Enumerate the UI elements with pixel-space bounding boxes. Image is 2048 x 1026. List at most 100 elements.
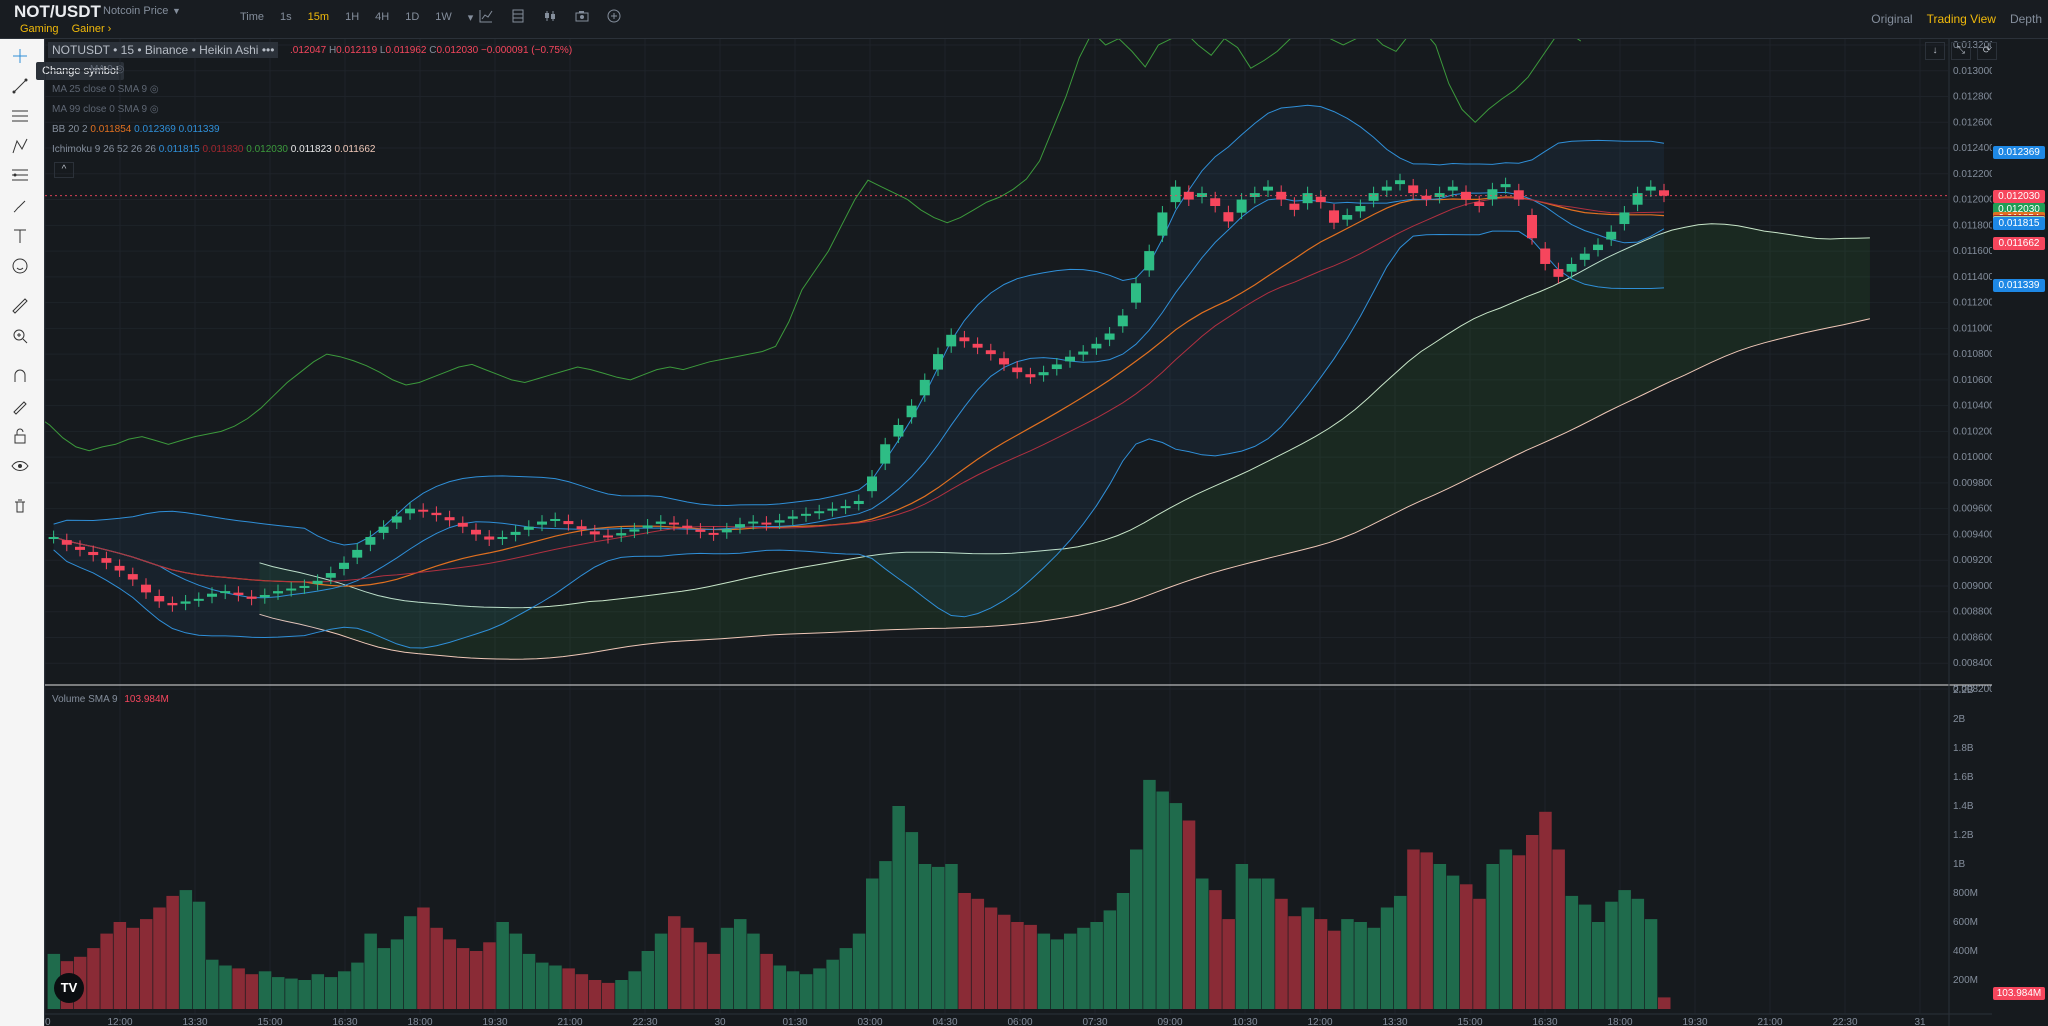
volume-bar — [905, 832, 919, 1009]
candle-body — [431, 512, 442, 516]
interval-1h[interactable]: 1H — [345, 11, 360, 23]
view-depth[interactable]: Depth — [2009, 12, 2042, 26]
time-tick-label: 07:30 — [1082, 1017, 1107, 1026]
legend-bb[interactable]: BB 20 2 0.011854 0.012369 0.011339 — [52, 124, 220, 135]
pitchfork-icon[interactable] — [9, 135, 31, 157]
layout-icon[interactable] — [510, 8, 526, 24]
magnet-icon[interactable] — [9, 365, 31, 387]
candle-body — [48, 537, 59, 540]
volume-bar — [1512, 855, 1526, 1009]
candle-body — [669, 522, 679, 525]
candle-body — [471, 529, 481, 535]
volume-bar — [839, 948, 853, 1009]
volume-bar — [1328, 930, 1341, 1009]
volume-bar — [707, 953, 721, 1009]
volume-bar — [166, 895, 179, 1009]
time-tick-label: 31 — [1914, 1017, 1926, 1026]
time-tick-label: 09:00 — [1157, 1017, 1182, 1026]
interval-1w[interactable]: 1W — [435, 11, 452, 23]
text-icon[interactable] — [9, 225, 31, 247]
candle-body — [761, 522, 772, 525]
interval-selector: Time 1s 15m 1H 4H 1D 1W ▾ — [240, 11, 473, 24]
candle-body — [1659, 190, 1669, 196]
volume-bar — [1288, 916, 1301, 1009]
trend-line-icon[interactable] — [9, 75, 31, 97]
candle-body — [1144, 251, 1155, 271]
volume-bar — [113, 922, 127, 1009]
price-tick-label: 0.010800 — [1953, 349, 1992, 360]
lock-icon[interactable] — [9, 425, 31, 447]
price-label: 0.011339 — [1993, 278, 2045, 292]
interval-1d[interactable]: 1D — [405, 11, 420, 23]
add-icon[interactable] — [606, 8, 622, 24]
volume-tick-label: 2.2B — [1953, 685, 1974, 696]
indicators-icon[interactable] — [478, 8, 494, 24]
volume-bar — [1196, 878, 1209, 1009]
eye-off-icon[interactable]: ◎ — [115, 64, 125, 75]
collapse-legend-button[interactable]: ^ — [54, 162, 74, 178]
price-tick-label: 0.012800 — [1953, 92, 1992, 103]
legend-ma25[interactable]: MA 25 close 0 SMA 9 ◎ — [52, 84, 159, 95]
horizontal-lines-icon[interactable] — [9, 105, 31, 127]
volume-bar — [456, 948, 470, 1009]
candle-body — [193, 598, 204, 601]
collapse-icon[interactable]: ⤡ — [1951, 42, 1971, 60]
candle-body — [180, 601, 191, 604]
candle-body — [616, 533, 627, 536]
pair-subtitle[interactable]: Notcoin Price — [103, 5, 169, 17]
price-tick-label: 0.011600 — [1953, 246, 1992, 257]
eye-off-icon[interactable]: ◎ — [149, 84, 159, 95]
view-trading-view[interactable]: Trading View — [1926, 12, 1996, 26]
interval-1s[interactable]: 1s — [280, 11, 292, 23]
pair-title[interactable]: NOT/USDT — [14, 2, 101, 21]
volume-bar — [298, 980, 311, 1009]
view-original[interactable]: Original — [1871, 12, 1913, 26]
volume-bar — [800, 974, 813, 1009]
candle-body — [1606, 231, 1617, 240]
more-icon[interactable]: ••• — [261, 43, 275, 57]
symbol-title[interactable]: NOTUSDT • 15 • Binance • Heikin Ashi ••• — [48, 42, 279, 58]
eye-off-icon[interactable]: ◎ — [149, 104, 159, 115]
volume-bar — [760, 953, 773, 1009]
tag-gaming[interactable]: Gaming — [20, 23, 59, 35]
trash-icon[interactable] — [9, 495, 31, 517]
legend-ma9[interactable]: MA 9 ◎ — [90, 64, 125, 75]
legend-ma99[interactable]: MA 99 close 0 SMA 9 ◎ — [52, 104, 159, 115]
interval-15m[interactable]: 15m — [307, 11, 330, 23]
camera-icon[interactable] — [574, 8, 590, 24]
emoji-icon[interactable] — [9, 255, 31, 277]
candle-body — [946, 334, 957, 347]
price-tick-label: 0.012400 — [1953, 143, 1992, 154]
crosshair-icon[interactable] — [9, 45, 31, 67]
candle-body — [629, 529, 640, 532]
arrow-down-icon[interactable]: ↓ — [1925, 42, 1945, 60]
brush-icon[interactable] — [9, 195, 31, 217]
candle-body — [1513, 190, 1524, 200]
pencil-lock-icon[interactable] — [9, 395, 31, 417]
volume-bar — [984, 907, 998, 1009]
pair-tags: Gaming Gainer › — [20, 23, 121, 35]
chart-toolbar — [478, 8, 622, 24]
candle-body — [299, 585, 310, 588]
legend-volume[interactable]: Volume SMA 9 103.984M — [52, 694, 169, 705]
candle-body — [1355, 206, 1366, 212]
chart-type-icon[interactable] — [542, 8, 558, 24]
volume-bar — [1275, 898, 1288, 1009]
ruler-icon[interactable] — [9, 295, 31, 317]
candle-body — [378, 526, 389, 533]
chevron-down-icon[interactable]: ▼ — [172, 6, 181, 16]
interval-more-icon[interactable]: ▾ — [467, 12, 474, 24]
legend-ichimoku[interactable]: Ichimoku 9 26 52 26 26 0.011815 0.011830… — [52, 144, 376, 155]
candle-body — [286, 588, 297, 591]
candle-body — [1395, 180, 1405, 185]
price-chart[interactable]: 0.013200 0.013000 0.012800 0.012600 0.012400… — [45, 39, 1992, 1026]
interval-time[interactable]: Time — [240, 11, 265, 23]
zoom-icon[interactable] — [9, 325, 31, 347]
refresh-icon[interactable]: ⟳ — [1977, 42, 1997, 60]
volume-tick-label: 600M — [1953, 917, 1978, 928]
tag-gainer[interactable]: Gainer › — [71, 23, 112, 35]
fib-icon[interactable] — [9, 165, 31, 187]
eye-icon[interactable] — [9, 455, 31, 477]
interval-4h[interactable]: 4H — [375, 11, 390, 23]
volume-bar — [1050, 939, 1064, 1009]
